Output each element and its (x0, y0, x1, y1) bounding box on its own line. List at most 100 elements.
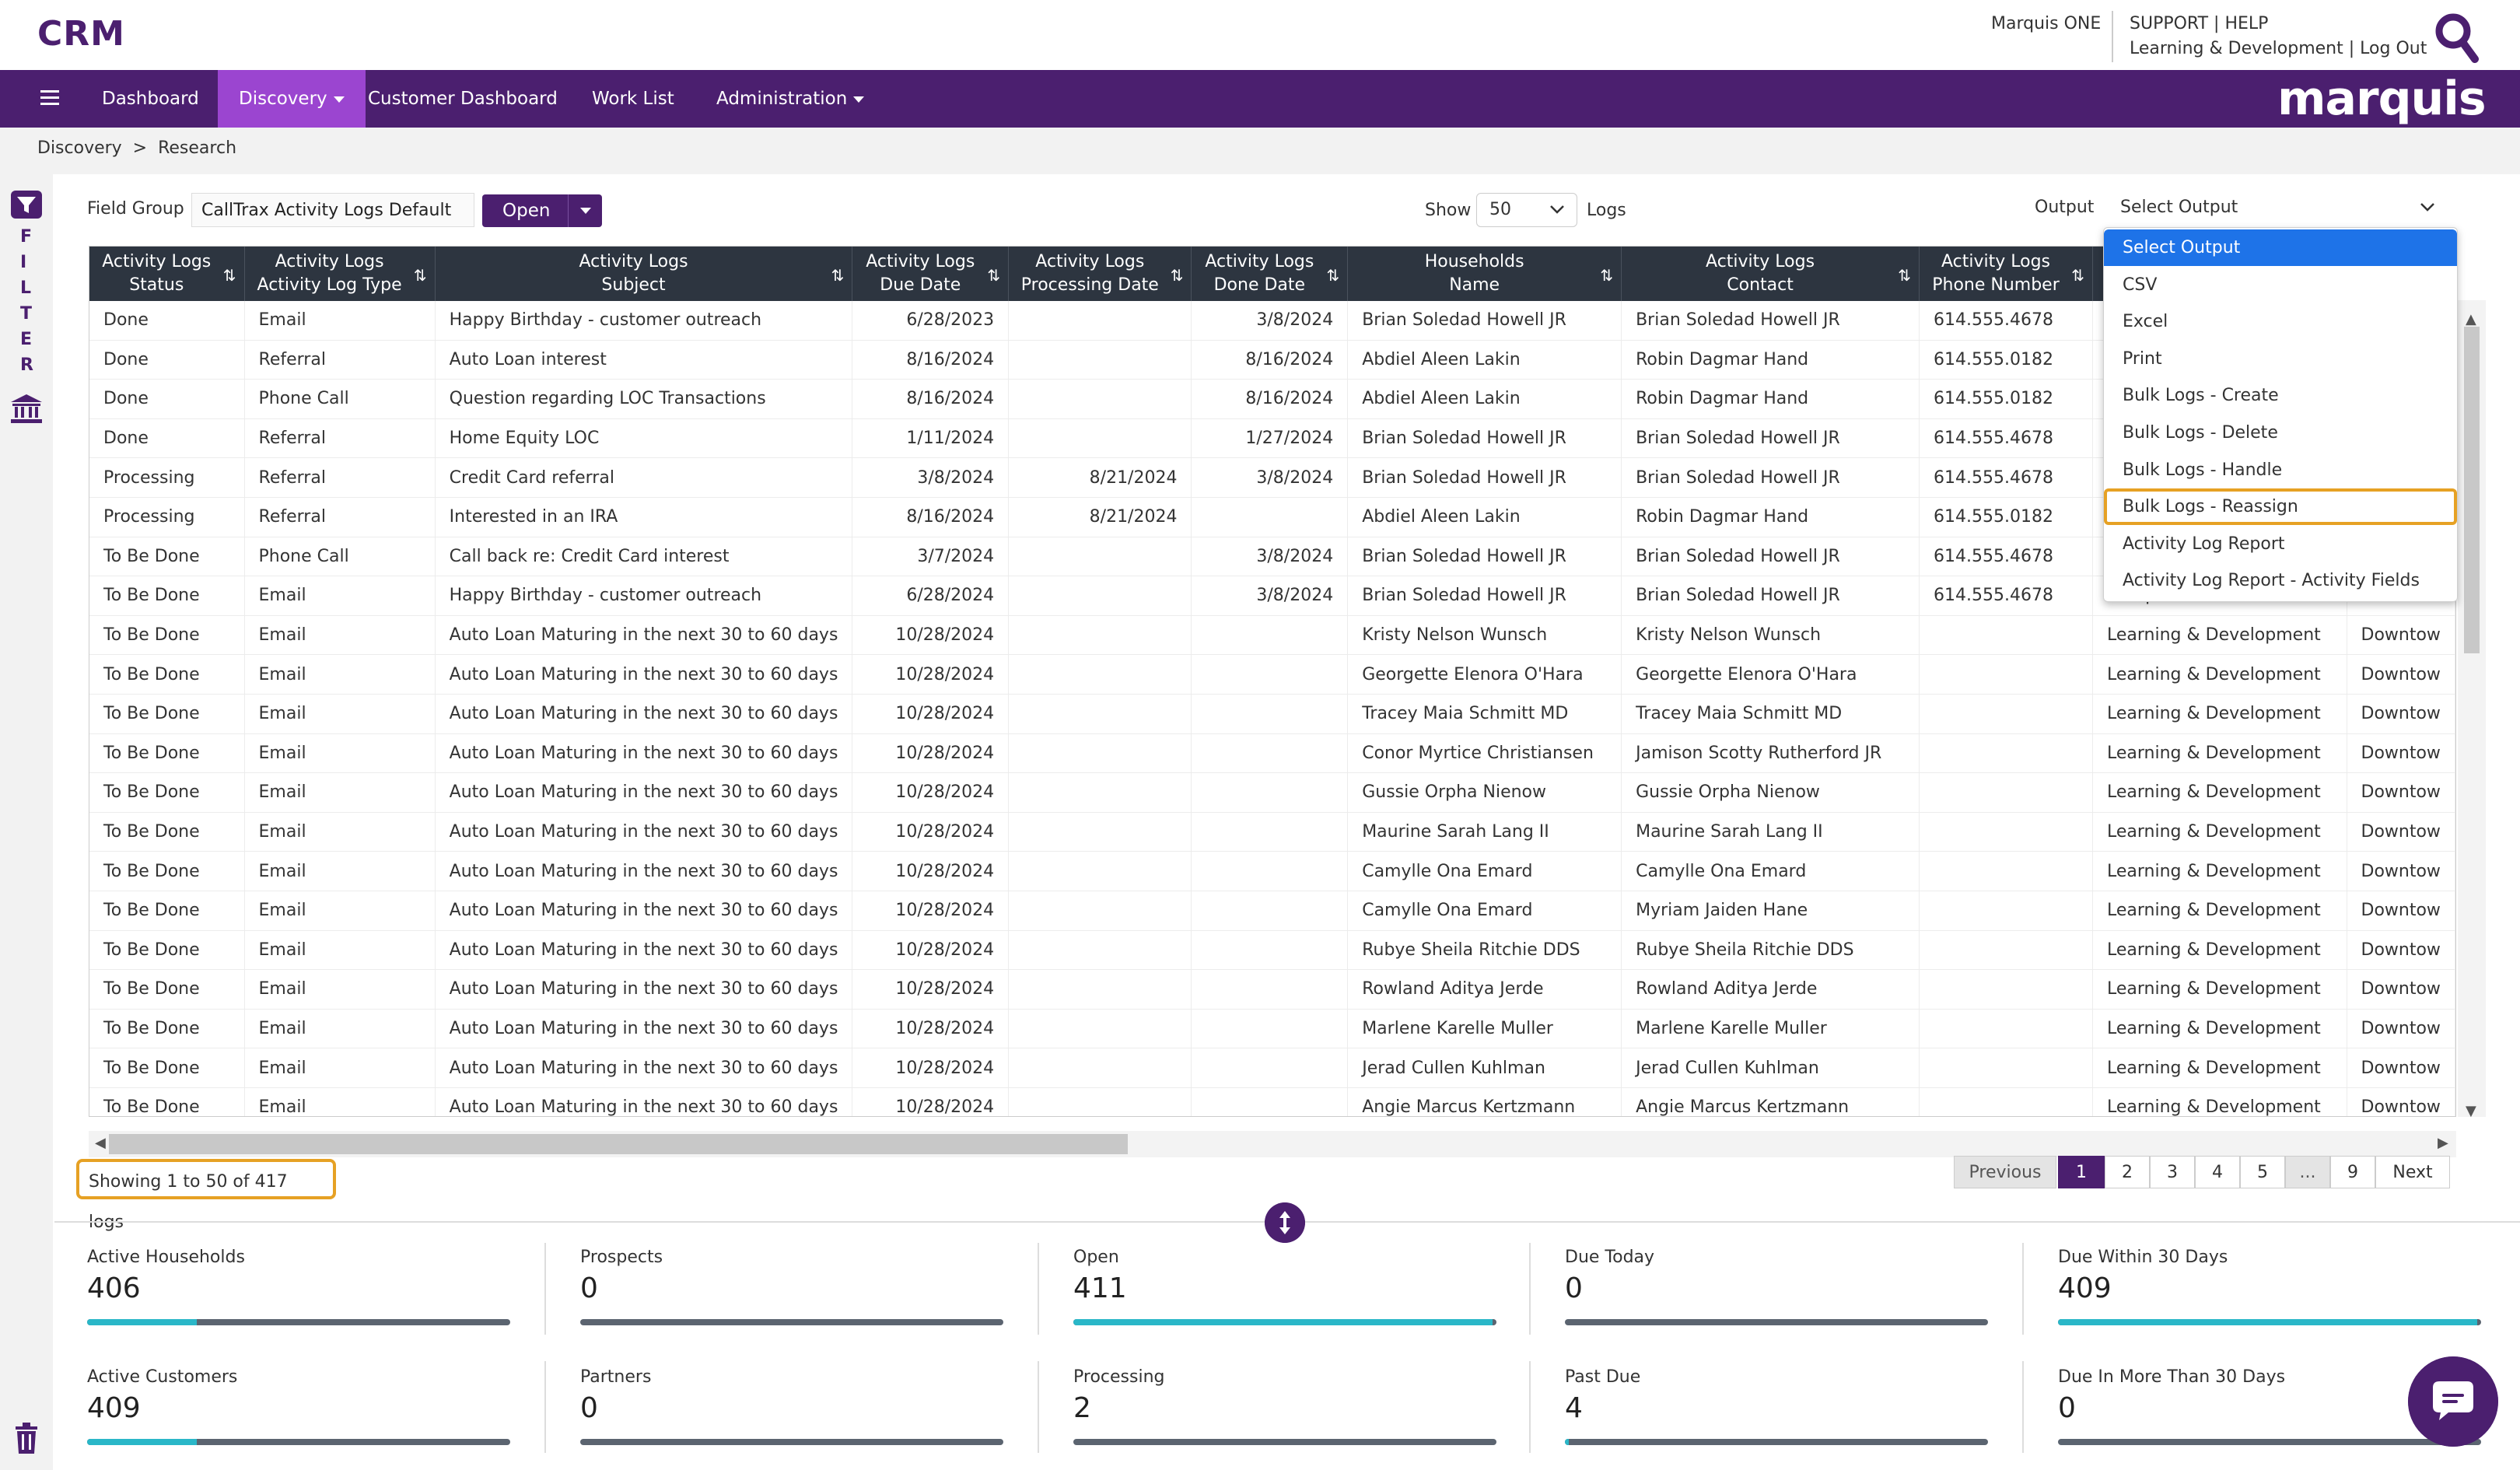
output-option[interactable]: Print (2123, 348, 2162, 369)
column-header[interactable]: Activity Logs Contact ⇅ (1621, 247, 1920, 301)
pagination-previous[interactable]: Previous (1954, 1156, 2056, 1188)
table-row[interactable]: To Be Done Email Auto Loan Maturing in the… (89, 1087, 2455, 1116)
column-header[interactable]: Activity Logs Subject ⇅ (435, 247, 853, 301)
output-option[interactable]: Activity Log Report - Activity Fields (2123, 571, 2420, 591)
table-row[interactable]: To Be Done Email Auto Loan Maturing in the… (89, 772, 2455, 813)
sort-icon[interactable]: ⇅ (831, 266, 845, 285)
table-row[interactable]: To Be Done Email Auto Loan Maturing in the… (89, 969, 2455, 1010)
output-select[interactable]: Select Output (2108, 190, 2450, 226)
table-row[interactable]: To Be Done Email Auto Loan Maturing in the… (89, 694, 2455, 734)
bank-icon[interactable] (9, 393, 44, 424)
expand-collapse-icon[interactable] (1265, 1202, 1305, 1243)
chevron-down-icon[interactable] (580, 208, 591, 214)
output-option[interactable]: Select Output (2104, 229, 2457, 266)
pagination-page[interactable]: 5 (2240, 1156, 2285, 1188)
page-size-select[interactable]: 50 (1476, 193, 1577, 227)
column-header[interactable]: Activity Logs Processing Date ⇅ (1008, 247, 1192, 301)
nav-customer-dashboard[interactable]: Customer Dashboard (368, 89, 558, 109)
table-row[interactable]: To Be Done Email Auto Loan Maturing in the… (89, 733, 2455, 774)
header-divider (2112, 11, 2113, 62)
pagination-page[interactable]: 9 (2330, 1156, 2375, 1188)
sort-icon[interactable]: ⇅ (1898, 266, 1911, 285)
table-row[interactable]: To Be Done Email Auto Loan Maturing in the… (89, 851, 2455, 891)
scroll-left-icon[interactable]: ◀ (95, 1135, 106, 1151)
table-row[interactable]: To Be Done Email Auto Loan Maturing in the… (89, 812, 2455, 852)
sort-icon[interactable]: ⇅ (1326, 266, 1340, 285)
filter-letter[interactable]: T (20, 304, 33, 324)
nav-work-list[interactable]: Work List (592, 89, 674, 109)
column-header[interactable]: Activity Logs Activity Log Type ⇅ (244, 247, 436, 301)
support-help-links[interactable]: SUPPORT | HELP (2130, 14, 2269, 33)
table-cell: 10/28/2024 (852, 930, 1010, 971)
chat-icon[interactable] (2408, 1356, 2498, 1447)
table-row[interactable]: Done Referral Auto Loan interest 8/16/2024 8… (89, 340, 2455, 380)
nav-administration[interactable]: Administration (695, 70, 885, 128)
table-cell (1191, 969, 1349, 1010)
column-header[interactable]: Households Name ⇅ (1347, 247, 1622, 301)
table-cell: 10/28/2024 (852, 1009, 1010, 1049)
table-row[interactable]: To Be Done Email Auto Loan Maturing in the… (89, 654, 2455, 695)
pagination-page[interactable]: 1 (2058, 1156, 2105, 1188)
table-row[interactable]: Done Email Happy Birthday - customer outre… (89, 301, 2455, 341)
sort-icon[interactable]: ⇅ (413, 266, 427, 285)
output-option[interactable]: CSV (2123, 275, 2158, 295)
filter-letter[interactable]: R (20, 355, 33, 375)
search-icon[interactable] (2433, 12, 2480, 64)
sort-icon[interactable]: ⇅ (222, 266, 236, 285)
filter-letter[interactable]: L (20, 278, 32, 298)
scroll-down-icon[interactable]: ▼ (2466, 1103, 2476, 1119)
table-row[interactable]: To Be Done Email Auto Loan Maturing in the… (89, 1048, 2455, 1088)
table-row[interactable]: Processing Referral Credit Card referral 3/… (89, 457, 2455, 498)
field-group-input[interactable]: CallTrax Activity Logs Default (191, 193, 474, 227)
vertical-scroll-thumb[interactable] (2464, 327, 2480, 653)
output-option[interactable]: Bulk Logs - Reassign (2104, 488, 2457, 526)
filter-letter[interactable]: E (20, 330, 33, 349)
table-row[interactable]: To Be Done Email Auto Loan Maturing in the… (89, 1009, 2455, 1049)
stat-progress-fill (1565, 1439, 1570, 1445)
trash-icon[interactable] (12, 1422, 40, 1454)
sort-icon[interactable]: ⇅ (1600, 266, 1614, 285)
column-header[interactable]: Activity Logs Phone Number ⇅ (1919, 247, 2094, 301)
column-header[interactable]: Activity Logs Due Date ⇅ (852, 247, 1010, 301)
filter-letter[interactable]: F (20, 227, 33, 247)
column-header[interactable]: Activity Logs Done Date ⇅ (1191, 247, 1349, 301)
pagination-page[interactable]: 4 (2195, 1156, 2240, 1188)
filter-letter[interactable]: I (20, 253, 27, 272)
hamburger-menu-icon[interactable] (40, 90, 59, 106)
output-option[interactable]: Bulk Logs - Delete (2123, 423, 2278, 443)
open-button[interactable]: Open (482, 194, 602, 227)
sort-icon[interactable]: ⇅ (2071, 266, 2085, 285)
table-cell: Brian Soledad Howell JR (1347, 576, 1622, 616)
table-row[interactable]: To Be Done Email Happy Birthday - customer… (89, 576, 2455, 616)
output-option[interactable]: Bulk Logs - Handle (2123, 460, 2283, 480)
table-row[interactable]: To Be Done Phone Call Call back re: Credit… (89, 537, 2455, 577)
table-cell: Referral (244, 497, 436, 537)
pagination-page[interactable]: 3 (2150, 1156, 2195, 1188)
table-row[interactable]: Done Referral Home Equity LOC 1/11/2024 1/27… (89, 418, 2455, 459)
horizontal-scroll-thumb[interactable] (109, 1134, 1128, 1154)
nav-discovery[interactable]: Discovery (218, 70, 366, 128)
table-row[interactable]: To Be Done Email Auto Loan Maturing in the… (89, 891, 2455, 931)
table-cell: Gussie Orpha Nienow (1347, 772, 1622, 813)
table-cell (1919, 772, 2094, 813)
table-row[interactable]: To Be Done Email Auto Loan Maturing in the… (89, 615, 2455, 656)
filter-icon[interactable] (11, 191, 42, 219)
column-header[interactable]: Activity Logs Status ⇅ (89, 247, 245, 301)
output-option[interactable]: Bulk Logs - Create (2123, 386, 2279, 406)
sort-icon[interactable]: ⇅ (987, 266, 1001, 285)
sort-icon[interactable]: ⇅ (1170, 266, 1184, 285)
learning-logout-links[interactable]: Learning & Development | Log Out (2130, 39, 2427, 58)
nav-dashboard[interactable]: Dashboard (102, 89, 199, 109)
table-row[interactable]: Processing Referral Interested in an IRA 8/… (89, 497, 2455, 537)
table-cell: Downtow (2347, 891, 2455, 931)
scroll-right-icon[interactable]: ▶ (2438, 1135, 2448, 1151)
table-cell: Email (244, 891, 436, 931)
output-option[interactable]: Excel (2123, 312, 2168, 332)
table-row[interactable]: Done Phone Call Question regarding LOC Tra… (89, 379, 2455, 419)
breadcrumb[interactable]: Discovery > Research (37, 138, 237, 158)
pagination-next[interactable]: Next (2375, 1156, 2450, 1188)
pagination-page[interactable]: 2 (2105, 1156, 2150, 1188)
table-row[interactable]: To Be Done Email Auto Loan Maturing in the… (89, 930, 2455, 971)
scroll-up-icon[interactable]: ▲ (2466, 311, 2476, 327)
output-option[interactable]: Activity Log Report (2123, 534, 2285, 554)
